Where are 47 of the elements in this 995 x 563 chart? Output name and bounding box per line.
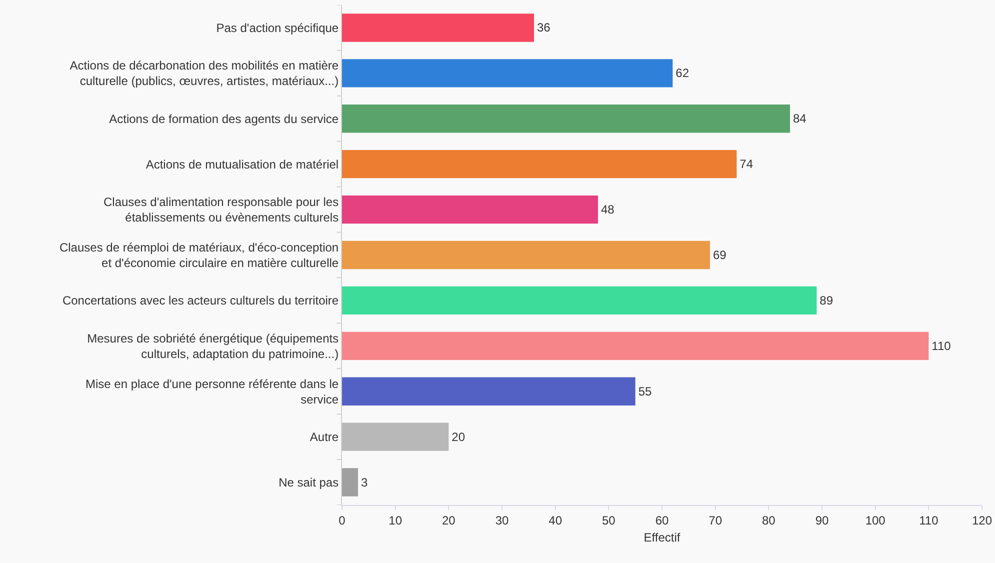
x-tick-label: 30 (495, 513, 509, 528)
y-tick-label: Clauses de réemploi de matériaux, d'éco-conception et d'économie circulaire en matière culturelle (59, 240, 339, 270)
y-tick-label: Concertations avec les acteurs culturels du territoire (62, 294, 339, 308)
bar (342, 14, 534, 42)
data-label: 69 (713, 248, 727, 262)
data-label: 62 (676, 66, 690, 80)
x-tick-label: 70 (708, 513, 722, 528)
x-tick-label: 60 (655, 513, 669, 528)
bar (342, 150, 737, 178)
data-label: 89 (820, 293, 834, 308)
x-axis-title: Effectif (644, 530, 681, 544)
bar (342, 286, 817, 315)
x-tick-label: 20 (442, 513, 456, 528)
data-label: 74 (740, 157, 754, 172)
x-tick-label: 90 (815, 513, 829, 528)
data-label: 20 (452, 430, 466, 444)
data-label: 110 (932, 338, 952, 353)
data-label: 36 (537, 20, 551, 35)
y-tick-label: Ne sait pas (278, 475, 339, 490)
x-tick-label: 100 (865, 513, 886, 528)
bar (342, 59, 673, 88)
bar (342, 377, 636, 406)
y-tick-label: Mesures de sobriété énergétique (équipements culturels, adaptation du patrimoine...) (87, 331, 339, 361)
data-label: 48 (601, 202, 615, 217)
y-tick-label: Clauses d'alimentation responsable pour les établissements ou évènements culturels (103, 194, 339, 225)
x-tick-label: 110 (919, 513, 939, 528)
x-tick-label: 40 (548, 513, 562, 528)
y-tick-label: Mise en place d'une personne référente dans le service (85, 376, 339, 406)
x-tick-label: 50 (602, 513, 616, 528)
bar (342, 240, 710, 270)
x-tick-label: 10 (388, 513, 402, 528)
bar (342, 104, 790, 133)
x-tick-label: 0 (338, 513, 346, 528)
y-tick-label: Pas d'action spécifique (216, 20, 339, 35)
bar (342, 195, 598, 224)
data-label: 55 (638, 384, 652, 398)
x-tick-label: 120 (972, 513, 992, 528)
bar (342, 422, 449, 451)
bar (342, 468, 358, 496)
x-tick-label: 80 (762, 513, 776, 528)
y-tick-label: Actions de mutualisation de matériel (146, 157, 339, 172)
y-tick-label: Actions de formation des agents du service (109, 112, 339, 126)
y-tick-label: Actions de décarbonation des mobilités en matière culturelle (publics, œuvres, artistes, matériaux...) (70, 58, 339, 88)
bar (342, 332, 929, 360)
data-label: 84 (793, 112, 807, 126)
data-label: 3 (361, 475, 368, 490)
y-tick-label: Autre (310, 430, 339, 444)
